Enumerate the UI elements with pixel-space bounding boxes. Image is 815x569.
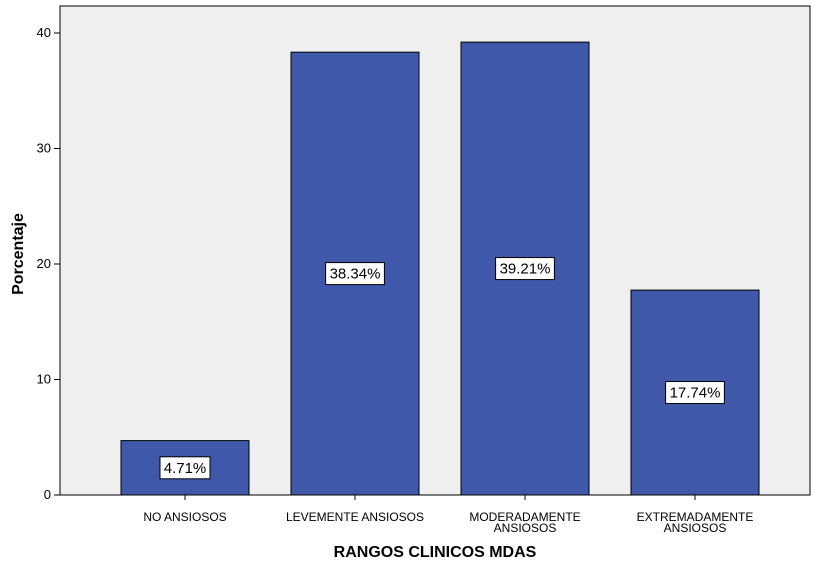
x-tick-label: LEVEMENTE ANSIOSOS [286, 510, 424, 524]
data-labels: 4.71% 38.34% 39.21% 17.74% [159, 257, 725, 480]
data-label: 17.74% [670, 385, 721, 402]
data-label-box [665, 381, 725, 405]
x-tick-label: ANSIOSOS [494, 521, 557, 535]
data-label: 38.34% [330, 266, 381, 283]
y-tick-label: 10 [37, 372, 51, 387]
y-tick-label: 0 [44, 487, 51, 502]
y-tick-label: 20 [37, 256, 51, 271]
x-tick-label: EXTREMADAMENTE [637, 510, 754, 524]
y-tick-label: 30 [37, 141, 51, 156]
y-axis-title: Porcentaje [10, 213, 27, 295]
data-label-box [159, 456, 211, 480]
data-label-box [495, 257, 555, 281]
data-label: 4.71% [164, 460, 207, 477]
data-label-box [325, 262, 385, 286]
x-axis: NO ANSIOSOS LEVEMENTE ANSIOSOS MODERADAMEN… [143, 495, 753, 535]
bars [120, 41, 760, 496]
x-tick-label: NO ANSIOSOS [143, 510, 226, 524]
x-axis-title: RANGOS CLINICOS MDAS [334, 544, 537, 561]
x-tick-label: MODERADAMENTE [469, 510, 580, 524]
y-axis: 0 10 20 30 40 [37, 25, 60, 502]
y-tick-label: 40 [37, 25, 51, 40]
data-label: 39.21% [500, 261, 551, 278]
x-tick-label: ANSIOSOS [664, 521, 727, 535]
